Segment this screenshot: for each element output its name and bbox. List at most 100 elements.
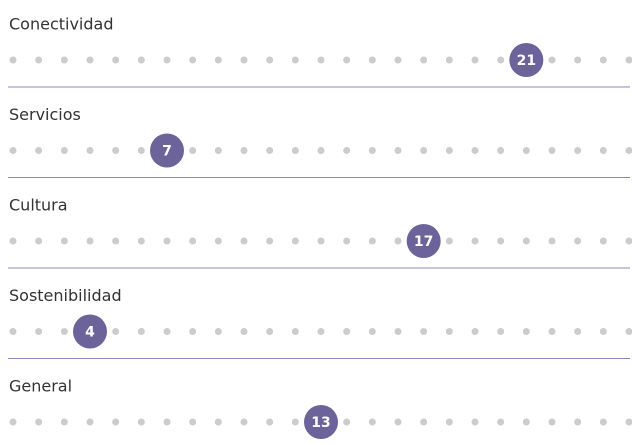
rank-marker: [150, 133, 184, 168]
rank-dot: [343, 328, 351, 335]
rank-dot: [394, 328, 402, 335]
rank-dot: [291, 56, 299, 64]
rank-dot: [574, 56, 582, 64]
rank-dot: [60, 418, 68, 426]
rank-dot: [60, 237, 68, 245]
rank-dot: [9, 56, 17, 64]
rank-dot: [137, 237, 145, 245]
rank-dot: [343, 147, 351, 154]
rank-dot: [497, 147, 505, 154]
rank-dot: [137, 418, 145, 426]
rank-dot: [394, 56, 402, 64]
rank-dot: [471, 56, 479, 64]
rank-dot: [266, 418, 274, 426]
rank-dot: [522, 418, 530, 426]
rank-dot: [137, 147, 145, 154]
rank-dot: [522, 328, 530, 335]
rank-dot: [112, 237, 120, 245]
rank-dot: [317, 237, 325, 245]
rank-dot: [471, 147, 479, 154]
row-label: Servicios: [9, 105, 81, 124]
rank-dot: [163, 56, 171, 64]
rank-dot: [60, 56, 68, 64]
rank-dot: [317, 147, 325, 154]
rank-dot: [189, 237, 197, 245]
row-label: General: [9, 377, 72, 396]
rank-dot: [291, 147, 299, 154]
rank-dot: [368, 237, 376, 245]
rank-dot: [420, 328, 428, 335]
rank-dot: [599, 56, 607, 64]
rank-dot: [60, 328, 68, 335]
rank-dot: [445, 418, 453, 426]
rank-dot: [163, 328, 171, 335]
rank-dot: [291, 328, 299, 335]
rank-dot: [266, 56, 274, 64]
rank-dot: [599, 147, 607, 154]
rank-dot: [497, 56, 505, 64]
rank-dot: [548, 56, 556, 64]
rank-value: 13: [311, 415, 330, 431]
rank-value: 7: [162, 144, 172, 160]
rank-dot: [317, 328, 325, 335]
rank-dot: [420, 56, 428, 64]
rank-dot: [445, 237, 453, 245]
row-label: Cultura: [9, 196, 68, 215]
rank-dot: [445, 328, 453, 335]
rank-dot: [240, 418, 248, 426]
rank-dot: [112, 418, 120, 426]
rank-dot: [625, 328, 632, 335]
rank-dot: [163, 418, 171, 426]
rank-dot: [291, 418, 299, 426]
rank-dot: [60, 147, 68, 154]
rank-dot: [548, 147, 556, 154]
rank-marker: [73, 314, 107, 349]
rank-value: 4: [85, 325, 95, 341]
rank-dot: [522, 237, 530, 245]
rank-dot: [35, 418, 43, 426]
rank-marker: [304, 405, 338, 439]
row-label: Sostenibilidad: [9, 286, 122, 305]
rank-dot: [471, 418, 479, 426]
rank-marker: [509, 43, 544, 77]
rank-dot: [214, 418, 222, 426]
rank-dot: [599, 418, 607, 426]
rank-dot: [86, 237, 94, 245]
rank-dot: [86, 56, 94, 64]
rank-dot: [599, 237, 607, 245]
rank-dot: [317, 56, 325, 64]
rank-dot: [548, 237, 556, 245]
rank-dot: [266, 237, 274, 245]
rank-dot: [86, 418, 94, 426]
rank-dot: [445, 147, 453, 154]
rank-dot: [189, 56, 197, 64]
rank-dot: [266, 147, 274, 154]
rank-dot: [240, 328, 248, 335]
rank-dot: [266, 328, 274, 335]
rank-dot: [497, 418, 505, 426]
rank-dot: [214, 237, 222, 245]
rank-dot: [112, 147, 120, 154]
rank-dot: [394, 237, 402, 245]
rank-dot: [214, 328, 222, 335]
rank-dot: [394, 147, 402, 154]
rank-dot: [137, 56, 145, 64]
rank-dot: [240, 237, 248, 245]
rank-dot: [343, 418, 351, 426]
rank-dot: [548, 328, 556, 335]
rank-dot: [574, 147, 582, 154]
rank-dot: [35, 328, 43, 335]
rank-dot: [214, 56, 222, 64]
rank-dot: [471, 237, 479, 245]
rank-dot: [189, 418, 197, 426]
rank-dot: [420, 147, 428, 154]
rank-value: 17: [414, 234, 433, 250]
rank-dot: [599, 328, 607, 335]
rank-dot: [189, 328, 197, 335]
rank-dot: [343, 56, 351, 64]
rank-dot: [112, 328, 120, 335]
rank-value: 21: [517, 53, 536, 69]
rank-dot: [86, 147, 94, 154]
rank-dot: [574, 328, 582, 335]
